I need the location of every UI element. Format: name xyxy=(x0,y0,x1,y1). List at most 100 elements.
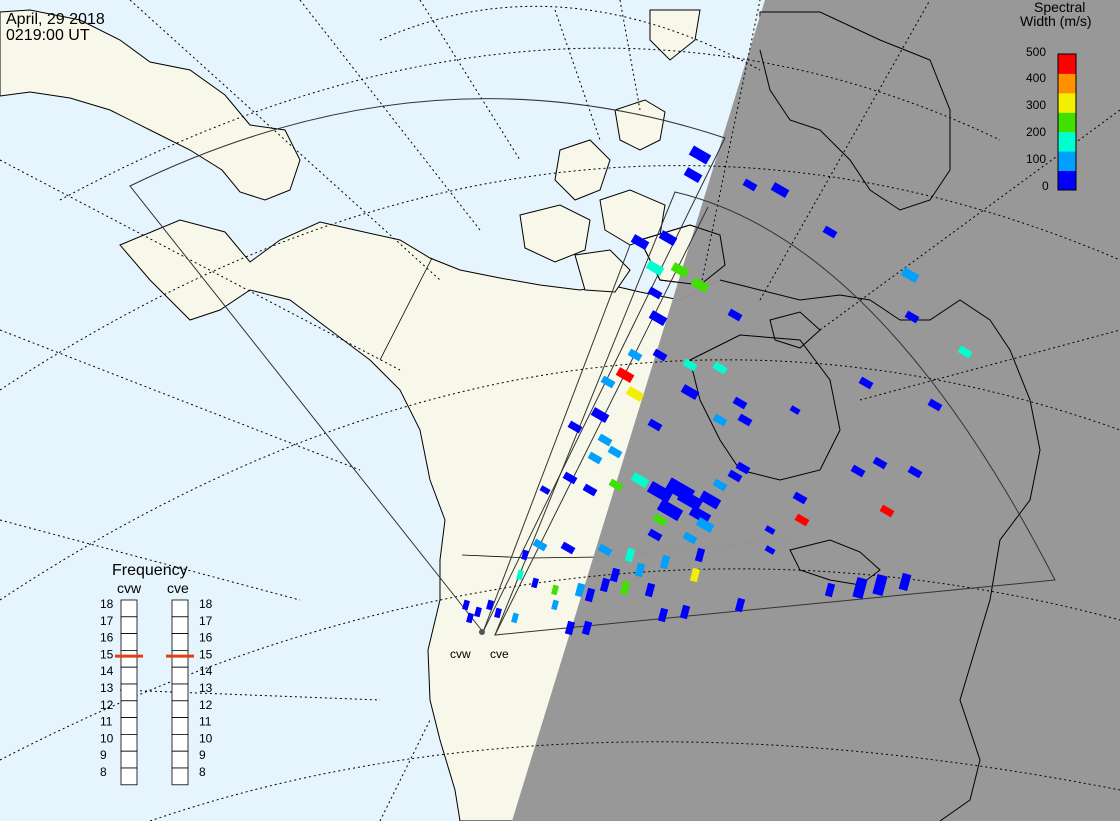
freq-cell-cvw xyxy=(120,750,138,769)
freq-cell-cve xyxy=(171,734,189,752)
scatter-cell xyxy=(727,308,743,322)
meridian-6 xyxy=(0,159,401,371)
freq-cell-cvw xyxy=(120,700,138,718)
radar-label-cvw: cvw xyxy=(450,647,471,661)
scatter-cell xyxy=(551,599,559,611)
date-label: April, 29 2018 xyxy=(6,11,105,28)
freq-cell-cvw xyxy=(120,683,138,702)
scatter-cell xyxy=(689,567,701,583)
scatter-cell xyxy=(872,573,888,597)
colorbar: Spectral Width (m/s) 500 400 300 200 100… xyxy=(1020,0,1092,193)
scatter-cell xyxy=(695,517,715,533)
meridian-1 xyxy=(419,0,521,161)
lat-circle-60 xyxy=(0,165,1120,391)
scatter-cell xyxy=(659,554,671,570)
fov-cvw-inner xyxy=(482,244,631,633)
lat-circle-30 xyxy=(149,741,1120,821)
land-arctic-island-2 xyxy=(554,139,611,201)
scatter-cell xyxy=(764,545,776,555)
scatter-cell xyxy=(907,465,923,479)
radar-label-cve: cve xyxy=(490,647,509,661)
freq-tick-right: 18 xyxy=(199,597,213,611)
scatter-cell xyxy=(624,547,636,563)
meridian-9 xyxy=(119,689,381,701)
scatter-cell xyxy=(521,549,529,561)
scatter-cell xyxy=(680,384,700,400)
scatter-cell xyxy=(879,504,895,518)
frequency-label-cve: cve xyxy=(167,580,189,596)
time-label: 0219:00 UT xyxy=(6,27,90,44)
scatter-cell xyxy=(539,485,551,495)
colorbar-frame xyxy=(1057,53,1077,191)
freq-tick-right: 17 xyxy=(199,614,213,628)
scatter-cell xyxy=(607,445,623,459)
freq-tick-right: 15 xyxy=(199,647,213,661)
freq-cell-cve xyxy=(171,750,189,769)
scatter-cell xyxy=(532,538,548,552)
meridian-10 xyxy=(379,719,431,821)
scatter-cell xyxy=(646,480,674,504)
scatter-cell xyxy=(764,525,776,535)
scatter-cell xyxy=(676,488,704,512)
freq-cell-cvw xyxy=(120,599,138,618)
scatter-cell xyxy=(584,587,596,603)
freq-tick-left: 16 xyxy=(100,631,114,645)
scatter-cell xyxy=(794,513,810,527)
scatter-cell xyxy=(486,599,494,611)
scatter-cell xyxy=(600,375,616,389)
freq-cell-cve xyxy=(171,633,189,651)
scatter-cell xyxy=(474,606,482,618)
freq-cell-cvw xyxy=(120,633,138,651)
scatter-cell xyxy=(574,582,586,598)
scatter-cell xyxy=(712,478,728,492)
colorbar-segment xyxy=(1058,92,1076,113)
freq-cell-cve xyxy=(171,599,189,618)
scatter-cell xyxy=(770,182,790,198)
scatter-cell xyxy=(647,528,663,542)
scatter-cell xyxy=(564,620,576,636)
scatter-cell xyxy=(850,464,866,478)
freq-cell-cvw xyxy=(120,767,138,786)
colorbar-segment xyxy=(1058,151,1076,171)
scatter-cell xyxy=(822,225,838,239)
scatter-cell xyxy=(627,348,643,362)
scatter-cell xyxy=(712,361,728,375)
freq-tick-left: 11 xyxy=(100,715,113,729)
lat-circle-70 xyxy=(59,47,1001,201)
scatter-cell xyxy=(904,310,920,324)
freq-tick-right: 14 xyxy=(199,664,213,678)
scatter-cell xyxy=(852,576,868,600)
colorbar-title-line1: Spectral xyxy=(1034,0,1085,15)
frequency-label-cvw: cvw xyxy=(117,580,142,596)
scatter-cell xyxy=(645,260,665,276)
scatter-cell xyxy=(688,505,712,525)
freq-tick-right: 11 xyxy=(199,715,212,729)
colorbar-segment xyxy=(1058,73,1076,94)
scatter-cell xyxy=(625,386,645,402)
freq-cell-cve xyxy=(171,683,189,702)
freq-tick-right: 10 xyxy=(199,731,213,745)
scatter-cell xyxy=(657,607,669,623)
lat-circle-50 xyxy=(0,359,1120,601)
freq-tick-left: 12 xyxy=(100,698,114,712)
colorbar-tick-0: 0 xyxy=(1042,179,1049,193)
meridian-7 xyxy=(0,329,361,471)
land-arctic-island-3 xyxy=(519,204,591,263)
frequency-title: Frequency xyxy=(112,562,188,579)
scatter-cell xyxy=(597,543,613,557)
colorbar-segment xyxy=(1058,54,1076,74)
freq-tick-right: 8 xyxy=(199,765,206,779)
radar-site-cvw xyxy=(479,629,485,635)
freq-cell-cvw xyxy=(120,666,138,685)
scatter-cell xyxy=(792,491,808,505)
frequency-panel: Frequency cvw cve 18 18 17 17 16 16 15 15 14 14 13… xyxy=(100,562,213,786)
radar-fov xyxy=(129,98,1056,636)
scatter-cell xyxy=(658,230,678,246)
fov-cvw xyxy=(129,98,726,633)
freq-tick-left: 8 xyxy=(100,765,107,779)
scatter-cell xyxy=(582,483,598,497)
colorbar-tick-200: 200 xyxy=(1026,125,1046,139)
scatter-cell xyxy=(652,513,668,527)
